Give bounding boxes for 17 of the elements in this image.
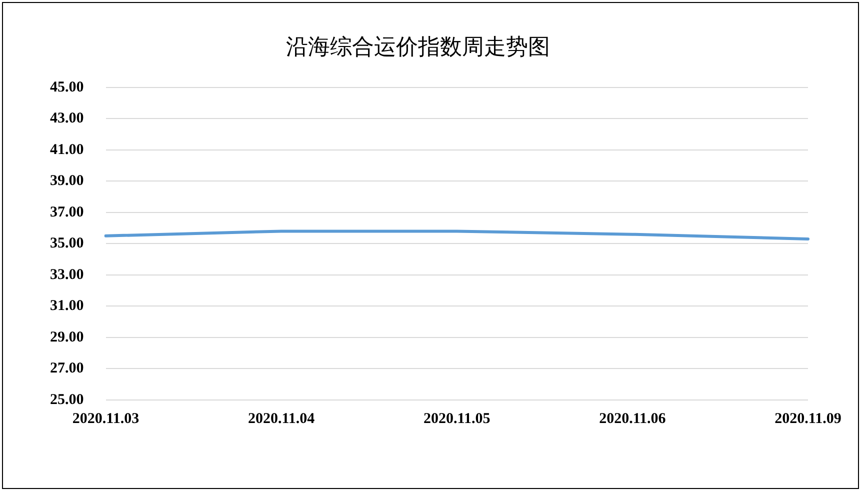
- y-tick-label: 31.00: [50, 298, 84, 314]
- y-tick-label: 25.00: [50, 392, 84, 408]
- y-tick-label: 39.00: [50, 173, 84, 190]
- y-tick-label: 43.00: [50, 110, 84, 127]
- x-tick-label: 2020.11.05: [424, 410, 490, 427]
- x-tick-label: 2020.11.04: [248, 410, 316, 427]
- y-tick-label: 41.00: [50, 142, 84, 158]
- x-tick-label: 2020.11.03: [72, 410, 140, 427]
- y-tick-label: 45.00: [50, 79, 84, 96]
- x-tick-label: 2020.11.06: [599, 410, 666, 427]
- y-tick-label: 37.00: [50, 204, 84, 220]
- chart-title: 沿海综合运价指数周走势图: [286, 34, 550, 59]
- y-tick-label: 27.00: [50, 360, 84, 377]
- y-tick-label: 29.00: [50, 329, 84, 346]
- x-tick-label: 2020.11.09: [774, 410, 842, 427]
- y-tick-label: 35.00: [50, 236, 84, 252]
- y-tick-label: 33.00: [50, 266, 84, 283]
